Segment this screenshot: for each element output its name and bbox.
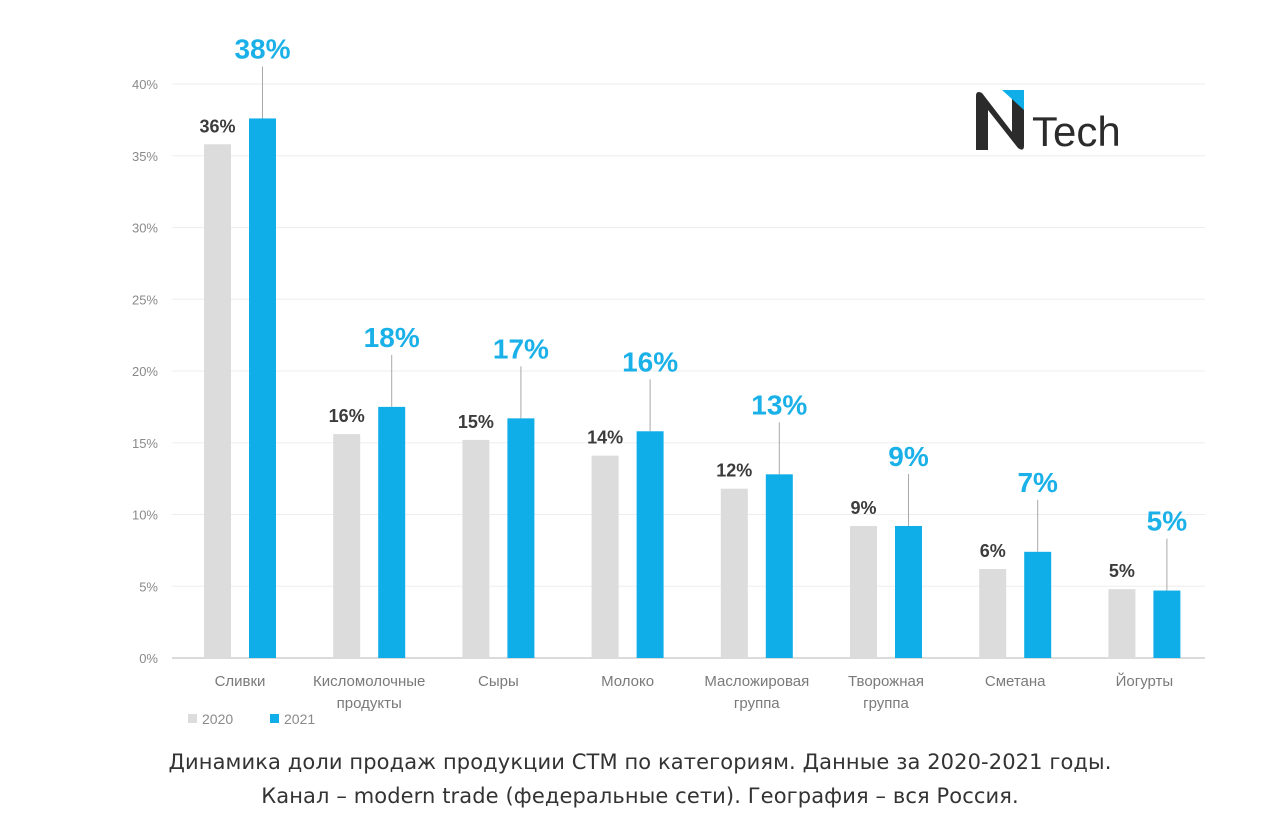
bar-2021 xyxy=(249,118,276,658)
y-tick-label: 40% xyxy=(132,77,158,92)
bar-2020 xyxy=(591,455,619,658)
legend-swatch xyxy=(270,714,279,723)
category-label: Масложировая xyxy=(704,673,809,690)
category-label: Сыры xyxy=(478,673,519,690)
y-tick-label: 0% xyxy=(139,651,158,666)
y-tick-label: 5% xyxy=(139,579,158,594)
legend-label: 2020 xyxy=(202,711,233,727)
data-label-2021: 38% xyxy=(234,33,290,64)
bars: 36% 38% 16% 18% 15% 17% 14% 16% 12% 13% 9% 9% 6% 7% 5%… xyxy=(199,33,1187,658)
data-label-2021: 5% xyxy=(1147,506,1188,537)
bar-2021 xyxy=(378,406,406,658)
bar-2020 xyxy=(1108,589,1136,658)
category-label: Творожная xyxy=(848,673,924,690)
y-axis-ticks: 0% 5% 10% 15% 20% 25% 30% 35% 40% xyxy=(132,77,158,666)
data-label-2020: 14% xyxy=(587,428,623,448)
y-tick-label: 30% xyxy=(132,221,158,236)
bar-chart: 0% 5% 10% 15% 20% 25% 30% 35% 40% 36% 38% 16% 18% 15… xyxy=(132,33,1205,727)
bar-2020 xyxy=(720,488,748,658)
data-label-2020: 12% xyxy=(716,461,752,481)
bar-2020 xyxy=(979,569,1007,658)
data-label-2020: 9% xyxy=(850,498,876,518)
bar-2021 xyxy=(765,474,793,658)
bar-2021 xyxy=(507,418,535,658)
category-label: группа xyxy=(734,695,780,712)
logo-text: Tech xyxy=(1032,108,1121,154)
chart-caption-line-1: Динамика доли продаж продукции СТМ по ка… xyxy=(168,750,1112,774)
logo-n-mark xyxy=(976,92,1024,150)
data-label-2020: 6% xyxy=(980,541,1006,561)
data-label-2021: 9% xyxy=(888,441,929,472)
logo-n-accent xyxy=(1002,90,1024,110)
legend: 2020 2021 xyxy=(188,711,315,727)
y-tick-label: 25% xyxy=(132,292,158,307)
category-label: Сметана xyxy=(985,673,1046,690)
bar-2020 xyxy=(333,434,361,658)
category-label: Кисломолочные xyxy=(313,673,425,690)
y-tick-label: 35% xyxy=(132,149,158,164)
category-label: Молоко xyxy=(601,673,654,690)
data-label-2021: 7% xyxy=(1017,467,1058,498)
bar-2020 xyxy=(462,439,490,658)
data-label-2021: 17% xyxy=(493,333,549,364)
bar-2021 xyxy=(895,525,922,658)
chart-caption-line-2: Канал – modern trade (федеральные сети).… xyxy=(261,784,1019,808)
data-label-2020: 16% xyxy=(329,406,365,426)
category-label: группа xyxy=(863,695,909,712)
bar-2020 xyxy=(850,525,877,658)
category-labels: Сливки Кисломолочные продукты Сыры Молоко Мас… xyxy=(215,672,1174,712)
legend-swatch xyxy=(188,714,197,723)
data-label-2021: 16% xyxy=(622,346,678,377)
category-label: Йогурты xyxy=(1116,672,1174,690)
bar-2021 xyxy=(1153,590,1181,658)
ntech-logo: Tech xyxy=(976,90,1121,154)
data-label-2020: 36% xyxy=(199,116,235,136)
data-label-2021: 18% xyxy=(364,322,420,353)
legend-label: 2021 xyxy=(284,711,315,727)
bar-2020 xyxy=(204,144,231,658)
data-label-2020: 5% xyxy=(1109,561,1135,581)
y-tick-label: 20% xyxy=(132,364,158,379)
category-label: Сливки xyxy=(215,673,266,690)
category-label: продукты xyxy=(337,695,402,712)
data-label-2021: 13% xyxy=(751,389,807,420)
data-label-2020: 15% xyxy=(458,412,494,432)
bar-2021 xyxy=(1024,551,1052,658)
y-tick-label: 10% xyxy=(132,508,158,523)
bar-2021 xyxy=(636,431,664,658)
y-tick-label: 15% xyxy=(132,436,158,451)
